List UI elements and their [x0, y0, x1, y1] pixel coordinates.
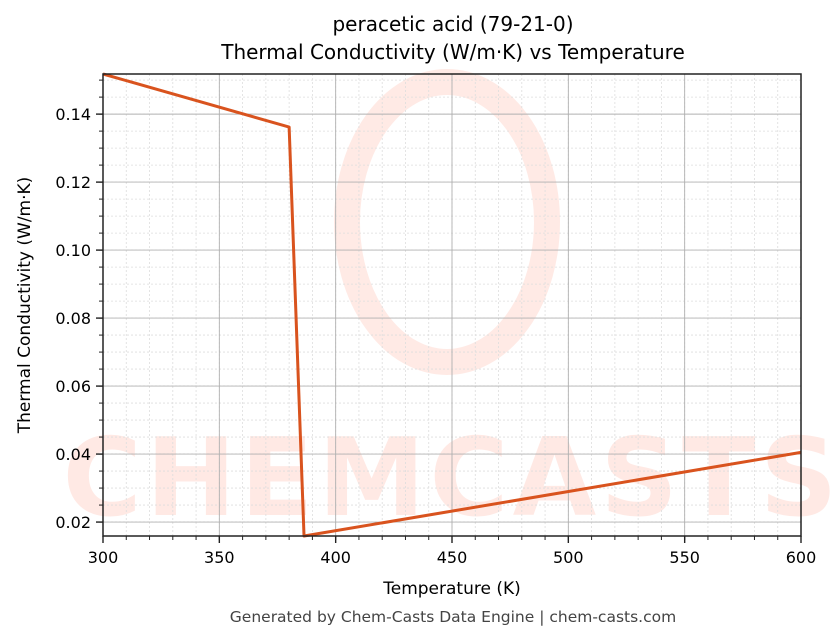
svg-text:350: 350: [204, 548, 235, 567]
svg-text:550: 550: [669, 548, 700, 567]
svg-text:0.06: 0.06: [55, 377, 91, 396]
svg-text:500: 500: [553, 548, 584, 567]
x-axis-label: Temperature (K): [382, 579, 521, 599]
data-line: [102, 72, 802, 538]
svg-text:0.10: 0.10: [55, 241, 91, 260]
svg-text:0.04: 0.04: [55, 445, 91, 464]
svg-text:0.12: 0.12: [55, 173, 91, 192]
footer-credit: Generated by Chem-Casts Data Engine | ch…: [229, 608, 677, 626]
svg-text:0.02: 0.02: [55, 513, 91, 532]
svg-text:450: 450: [437, 548, 468, 567]
major-grid: [102, 74, 802, 536]
svg-text:0.14: 0.14: [55, 105, 91, 124]
watermark: CHEMCASTS: [63, 69, 836, 541]
chart-title: peracetic acid (79-21-0): [332, 12, 574, 36]
chart-subtitle: Thermal Conductivity (W/m·K) vs Temperat…: [221, 40, 685, 64]
svg-text:300: 300: [88, 548, 119, 567]
axis-ticks: 300 350 400 450 500 550 600 0.02 0.04 0.06 0.08 0.1…: [55, 79, 817, 567]
y-axis-label: Thermal Conductivity (W/m·K): [15, 177, 35, 435]
svg-text:0.08: 0.08: [55, 309, 91, 328]
svg-text:400: 400: [320, 548, 351, 567]
svg-text:600: 600: [786, 548, 817, 567]
